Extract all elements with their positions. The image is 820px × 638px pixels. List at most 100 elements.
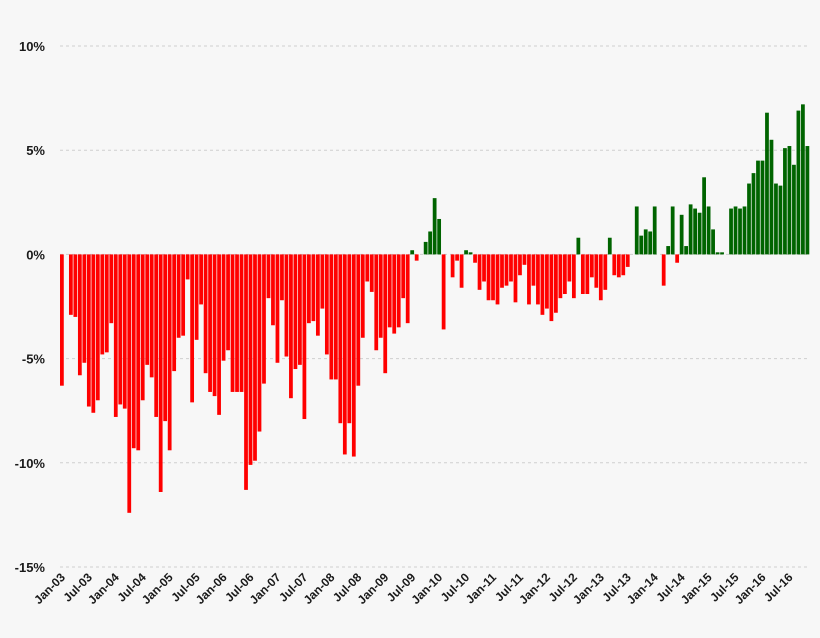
bar xyxy=(118,254,123,405)
bar xyxy=(172,254,177,372)
bar xyxy=(450,254,455,278)
bar xyxy=(365,254,370,282)
bar xyxy=(154,254,159,417)
bar xyxy=(540,254,545,315)
bar xyxy=(360,254,365,338)
x-tick-label: Jan-10 xyxy=(408,570,445,607)
bar xyxy=(558,254,563,299)
x-tick-label: Jan-13 xyxy=(570,570,607,607)
bar xyxy=(100,254,105,355)
bar xyxy=(545,254,549,309)
y-tick-label: 5% xyxy=(26,143,45,158)
bar xyxy=(702,177,706,255)
bar xyxy=(163,254,168,422)
bar xyxy=(226,254,230,351)
y-tick-label: 0% xyxy=(26,247,45,262)
bar xyxy=(603,254,608,290)
y-tick-label: -5% xyxy=(22,352,46,367)
bar xyxy=(688,204,693,255)
bar xyxy=(482,254,486,282)
x-axis-tick-labels: Jan-03Jul-03Jan-04Jul-04Jan-05Jul-05Jan-… xyxy=(31,570,796,607)
bar xyxy=(639,235,644,255)
bar xyxy=(392,254,397,334)
bar xyxy=(176,254,181,338)
bar xyxy=(738,208,742,255)
bar xyxy=(769,139,774,255)
bar xyxy=(266,254,271,299)
bar xyxy=(648,231,653,255)
bar xyxy=(302,254,307,420)
bar xyxy=(181,254,186,336)
bar xyxy=(109,254,114,324)
bar xyxy=(185,254,190,280)
bar xyxy=(549,254,554,322)
bar xyxy=(477,254,482,290)
bar xyxy=(149,254,154,378)
bar xyxy=(221,254,226,361)
x-tick-label: Jan-15 xyxy=(678,570,715,607)
bar xyxy=(387,254,392,328)
bar xyxy=(414,254,419,261)
bar xyxy=(212,254,217,397)
bar xyxy=(82,254,87,363)
bar xyxy=(589,254,594,278)
bar xyxy=(284,254,289,357)
bar xyxy=(190,254,195,403)
bar xyxy=(329,254,334,380)
bar xyxy=(598,254,603,301)
bar xyxy=(315,254,320,336)
bar xyxy=(562,254,567,294)
bar xyxy=(509,254,513,282)
bar xyxy=(805,146,810,255)
bar xyxy=(756,160,760,255)
bar xyxy=(661,254,666,286)
bar xyxy=(275,254,280,363)
y-tick-label: 10% xyxy=(19,39,45,54)
bar xyxy=(760,160,765,255)
bar xyxy=(801,104,805,255)
bar xyxy=(500,254,504,288)
bar xyxy=(428,231,433,255)
bar xyxy=(244,254,248,490)
x-tick-label: Jan-14 xyxy=(624,570,661,607)
bar xyxy=(459,254,464,288)
bar xyxy=(127,254,132,513)
bar xyxy=(621,254,626,276)
x-tick-label: Jan-07 xyxy=(247,570,284,607)
bar xyxy=(670,206,675,255)
bar xyxy=(356,254,361,386)
bar xyxy=(666,246,671,255)
bar xyxy=(495,254,500,305)
bar xyxy=(612,254,617,276)
bar xyxy=(401,254,406,299)
bar xyxy=(230,254,235,392)
bar xyxy=(383,254,388,374)
bar xyxy=(257,254,262,432)
bar xyxy=(235,254,239,392)
bar xyxy=(473,254,477,263)
bar xyxy=(253,254,257,461)
x-tick-label: Jan-04 xyxy=(85,570,122,607)
x-tick-label: Jan-08 xyxy=(301,570,338,607)
bar xyxy=(513,254,518,303)
bar xyxy=(783,148,787,255)
bar xyxy=(298,254,302,365)
bar xyxy=(271,254,275,326)
bar xyxy=(747,183,751,255)
bar xyxy=(504,254,509,286)
bar xyxy=(333,254,338,380)
bar xyxy=(787,146,792,255)
bar xyxy=(378,254,383,338)
bar xyxy=(167,254,172,451)
bars xyxy=(60,104,810,513)
bar xyxy=(455,254,459,261)
bar xyxy=(715,252,720,255)
x-tick-label: Jan-05 xyxy=(139,570,176,607)
bar xyxy=(199,254,203,305)
bar xyxy=(778,185,783,255)
bar xyxy=(697,212,702,255)
x-tick-label: Jan-03 xyxy=(31,570,68,607)
bar xyxy=(262,254,266,384)
bar xyxy=(86,254,91,407)
bar xyxy=(239,254,244,392)
